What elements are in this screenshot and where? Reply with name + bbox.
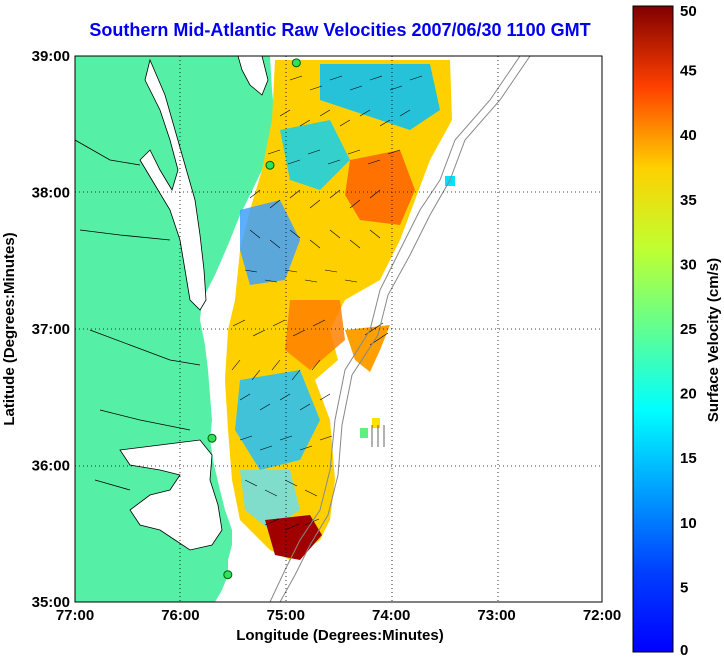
bathymetry-contour-2 xyxy=(279,56,531,602)
y-tick-label: 38:00 xyxy=(32,185,70,202)
bathymetry-contour xyxy=(269,56,521,602)
colorbar-tick-label: 35 xyxy=(680,192,697,209)
x-axis-ticks: 77:00 76:00 75:00 74:00 73:00 72:00 xyxy=(56,607,621,624)
x-tick-label: 72:00 xyxy=(583,607,621,624)
plot-frame xyxy=(74,55,603,603)
colorbar-tick-label: 5 xyxy=(680,579,688,596)
colorbar-tick-label: 0 xyxy=(680,642,688,659)
x-tick-label: 74:00 xyxy=(372,607,410,624)
x-tick-label: 77:00 xyxy=(56,607,94,624)
colorbar-tick-label: 20 xyxy=(680,386,697,403)
colorbar-tick-label: 25 xyxy=(680,321,697,338)
y-axis-ticks: 39:00 38:00 37:00 36:00 35:00 xyxy=(32,48,70,611)
y-axis-label: Latitude (Degrees:Minutes) xyxy=(1,232,18,425)
y-tick-label: 37:00 xyxy=(32,321,70,338)
colorbar xyxy=(632,5,674,653)
x-tick-label: 73:00 xyxy=(477,607,515,624)
station-marker xyxy=(265,160,275,170)
station-marker xyxy=(223,570,233,580)
y-tick-label: 35:00 xyxy=(32,594,70,611)
grid-lines xyxy=(75,56,602,602)
station-markers xyxy=(207,58,301,580)
river-lines xyxy=(75,139,201,491)
velocity-field xyxy=(225,60,455,560)
x-tick-label: 76:00 xyxy=(161,607,199,624)
colorbar-tick-label: 30 xyxy=(680,256,697,273)
pamlico-sound xyxy=(119,439,223,551)
colorbar-tick-label: 15 xyxy=(680,450,697,467)
chart-title: Southern Mid-Atlantic Raw Velocities 200… xyxy=(89,20,591,40)
velocity-arrows xyxy=(231,75,423,531)
y-tick-label: 39:00 xyxy=(32,48,70,65)
delaware-bay xyxy=(237,56,269,96)
station-marker xyxy=(291,58,301,68)
colorbar-tick-label: 40 xyxy=(680,127,697,144)
x-tick-label: 75:00 xyxy=(267,607,305,624)
station-marker xyxy=(207,433,217,443)
colorbar-label: Surface Velocity (cm/s) xyxy=(705,258,722,422)
x-axis-label: Longitude (Degrees:Minutes) xyxy=(236,627,444,644)
colorbar-tick-label: 10 xyxy=(680,515,697,532)
y-tick-label: 36:00 xyxy=(32,458,70,475)
colorbar-tick-label: 45 xyxy=(680,63,697,80)
colorbar-tick-label: 50 xyxy=(680,3,697,20)
